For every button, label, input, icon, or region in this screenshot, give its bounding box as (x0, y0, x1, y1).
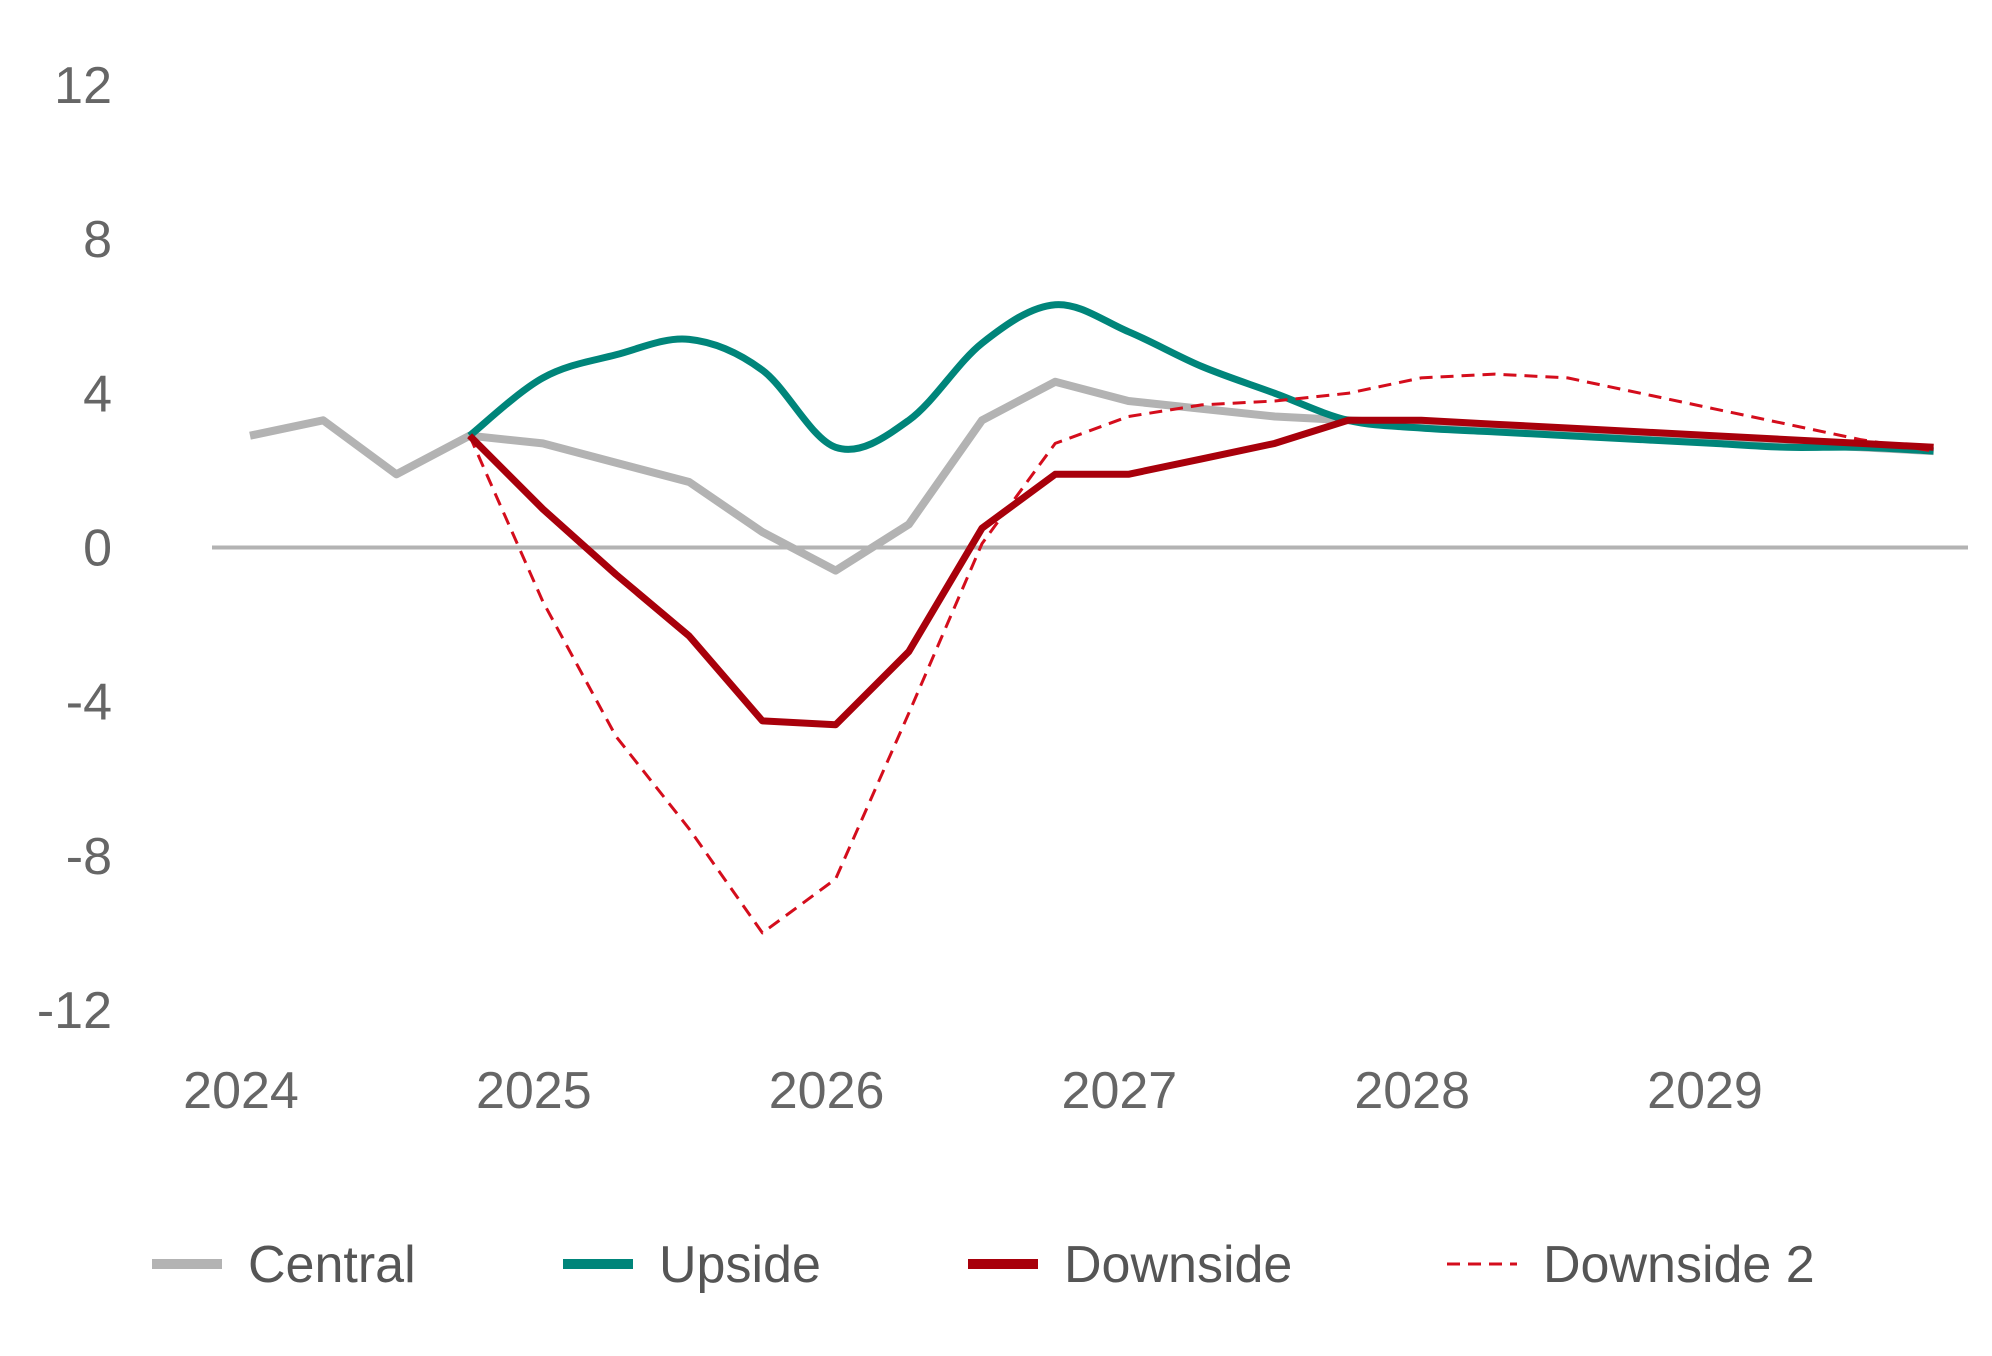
x-tick-label-2024: 2024 (183, 1062, 299, 1120)
series-line-downside (467, 416, 1934, 729)
legend-label-downside-2: Downside 2 (1543, 1236, 1815, 1294)
legend-label-upside: Upside (659, 1236, 821, 1294)
series-lines (249, 301, 1934, 935)
legend: Central Upside Downside Downside 2 (152, 1236, 1815, 1294)
x-tick-label-2029: 2029 (1647, 1062, 1763, 1120)
y-tick-label-8: 8 (83, 211, 112, 269)
x-tick-label-2027: 2027 (1062, 1062, 1178, 1120)
y-tick-label-4: -4 (66, 674, 112, 732)
x-tick-label-2028: 2028 (1354, 1062, 1470, 1120)
x-axis-tick-labels: 2024 2025 2026 2027 2028 2029 (183, 1062, 1763, 1120)
x-tick-label-2025: 2025 (476, 1062, 592, 1120)
x-tick-label-2026: 2026 (769, 1062, 885, 1120)
series-line-central (249, 377, 1934, 575)
series-line-downside-2 (468, 372, 1934, 935)
series-line-upside (467, 301, 1934, 455)
legend-label-central: Central (248, 1236, 416, 1294)
y-tick-label-12: -12 (37, 982, 112, 1040)
y-tick-label-0: 0 (83, 520, 112, 578)
y-tick-label-8: -8 (66, 828, 112, 886)
y-tick-label-4: 4 (83, 365, 112, 423)
legend-label-downside: Downside (1064, 1236, 1292, 1294)
y-axis-tick-labels: 12 8 4 0 -4 -8 -12 (37, 57, 112, 1040)
y-tick-label-12: 12 (54, 57, 112, 115)
